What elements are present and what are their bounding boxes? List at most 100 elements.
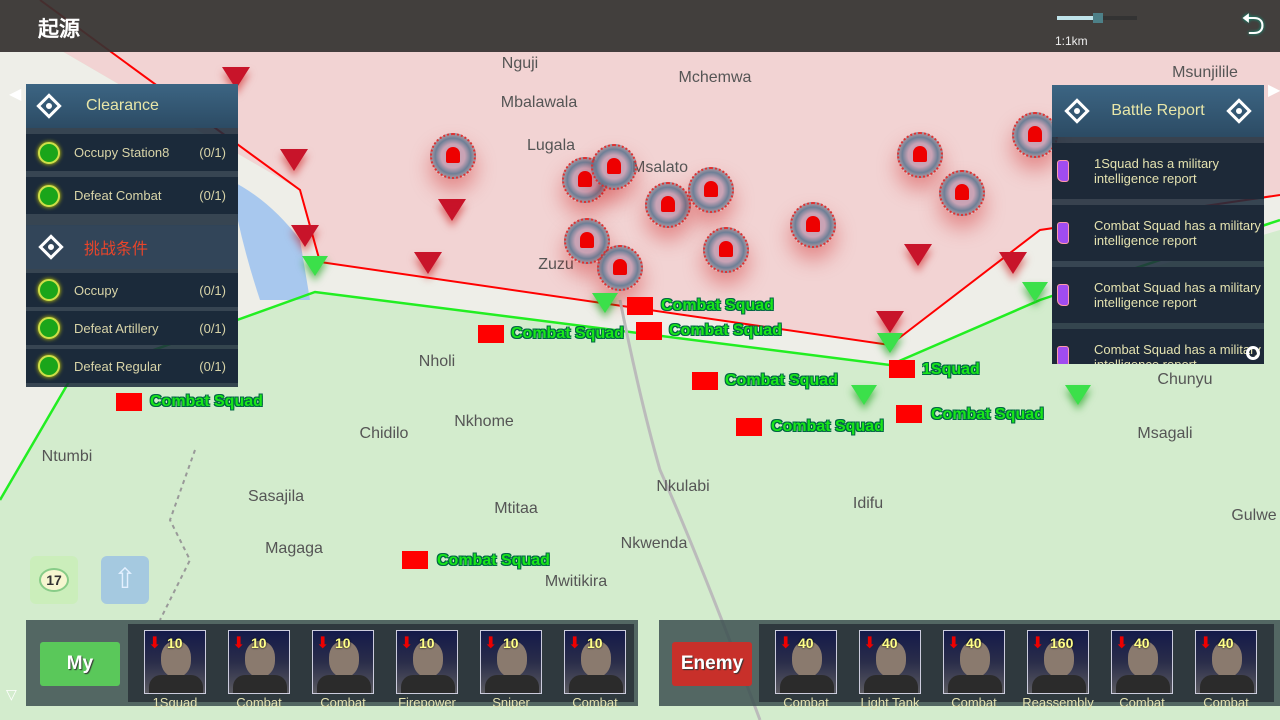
objective-label: Defeat Regular [74, 358, 162, 374]
unit-portrait: ⬇ 10 [312, 630, 374, 694]
enemy-base-icon[interactable] [703, 227, 749, 273]
report-item[interactable]: Combat Squad has a military intelligence… [1052, 205, 1264, 261]
return-arrow-icon[interactable]: ⮌ [1240, 8, 1266, 41]
unit-portrait: ⬇ 40 [943, 630, 1005, 694]
enemy-base-icon[interactable] [790, 202, 836, 248]
zoom-slider[interactable] [1057, 13, 1137, 23]
face-image [1044, 641, 1074, 677]
face-image [792, 641, 822, 677]
objective-count: (0/1) [199, 282, 226, 298]
upgrade-button[interactable]: ⇧ [101, 556, 149, 604]
collapse-left-arrow-icon[interactable]: ◀ [9, 86, 22, 103]
enemy-base-icon[interactable] [1012, 112, 1058, 158]
unit-label[interactable]: Combat Squad [150, 393, 263, 410]
unit-card[interactable]: ⬇ 10 1Squad [144, 630, 206, 710]
face-image [876, 641, 906, 677]
ally-pin-icon[interactable] [851, 385, 877, 405]
unit-card[interactable]: ⬇ 160 Reassembly [1022, 630, 1094, 710]
unit-label[interactable]: Combat Squad [437, 552, 550, 569]
search-icon[interactable] [1246, 346, 1260, 360]
report-text: Combat Squad has a military intelligence… [1094, 280, 1261, 310]
enemy-pin-icon[interactable] [291, 225, 319, 247]
enemy-pin-icon[interactable] [280, 149, 308, 171]
china-flag-icon [889, 360, 915, 378]
unit-card[interactable]: ⬇ 10 Combat [312, 630, 374, 710]
china-flag-icon [736, 418, 762, 436]
ally-pin-icon[interactable] [1022, 282, 1048, 302]
target-icon [36, 93, 62, 119]
unit-label[interactable]: Combat Squad [931, 406, 1044, 423]
ally-pin-icon[interactable] [1065, 385, 1091, 405]
objective-count: (0/1) [199, 358, 226, 374]
unit-label[interactable]: Combat Squad [725, 372, 838, 389]
enemy-pin-icon[interactable] [438, 199, 466, 221]
unit-level: 10 [503, 635, 519, 651]
collapse-right-arrow-icon[interactable]: ▶ [1268, 82, 1280, 99]
chat-button[interactable]: 17 [30, 556, 78, 604]
enemy-base-icon[interactable] [688, 167, 734, 213]
zoom-slider-handle[interactable] [1093, 13, 1103, 23]
enemy-base-icon[interactable] [939, 170, 985, 216]
top-bar: 起源 1:1km ⮌ [0, 0, 1280, 52]
challenge-header[interactable]: 挑战条件 [26, 225, 238, 269]
report-item[interactable]: 1Squad has a military intelligence repor… [1052, 143, 1264, 199]
unit-card[interactable]: ⬇ 40 Light Tank [859, 630, 921, 710]
enemy-base-icon[interactable] [645, 182, 691, 228]
place-label: Mbalawala [500, 94, 578, 111]
unit-name: 1Squad [152, 695, 198, 710]
place-label: Msunjilile [1172, 64, 1238, 81]
ally-pin-icon[interactable] [877, 333, 903, 353]
objective-row: Occupy Station8 (0/1) [26, 134, 238, 171]
unit-label[interactable]: Combat Squad [771, 418, 884, 435]
place-label: Magaga [265, 540, 323, 557]
enemy-team-button[interactable]: Enemy [672, 642, 752, 686]
objective-count: (0/1) [199, 320, 226, 336]
my-team-bar: My ⬇ 10 1Squad ⬇ 10 Combat ⬇ 10 Combat ⬇ 10 Firepow… [26, 620, 638, 710]
unit-card[interactable]: ⬇ 10 Combat [564, 630, 626, 710]
china-flag-icon [478, 325, 504, 343]
enemy-pin-icon[interactable] [222, 67, 250, 89]
unit-card[interactable]: ⬇ 40 Combat [775, 630, 837, 710]
clearance-header[interactable]: Clearance [26, 84, 238, 128]
china-flag-icon [896, 405, 922, 423]
unit-card[interactable]: ⬇ 40 Combat [1195, 630, 1257, 710]
place-label: Gulwe [1231, 507, 1277, 524]
ally-pin-icon[interactable] [592, 293, 618, 313]
enemy-base-icon[interactable] [597, 245, 643, 291]
collapse-down-arrow-icon[interactable]: ▽ [6, 686, 17, 702]
unit-card[interactable]: ⬇ 40 Combat [1111, 630, 1173, 710]
unit-card[interactable]: ⬇ 10 Firepower [396, 630, 458, 710]
enemy-pin-icon[interactable] [876, 311, 904, 333]
unit-level: 10 [419, 635, 435, 651]
unit-label[interactable]: Combat Squad [661, 297, 774, 314]
my-team-button[interactable]: My [40, 642, 120, 686]
unit-portrait: ⬇ 10 [144, 630, 206, 694]
target-icon[interactable] [1226, 98, 1252, 124]
enemy-base-icon[interactable] [591, 144, 637, 190]
unit-name: Combat [951, 695, 997, 710]
unit-card[interactable]: ⬇ 10 Combat [228, 630, 290, 710]
down-arrow-icon: ⬇ [1115, 635, 1129, 652]
enemy-base-icon[interactable] [430, 133, 476, 179]
target-icon[interactable] [1064, 98, 1090, 124]
enemy-base-icon[interactable] [897, 132, 943, 178]
unit-card[interactable]: ⬇ 10 Sniper [480, 630, 542, 710]
unit-card[interactable]: ⬇ 40 Combat [943, 630, 1005, 710]
unit-portrait: ⬇ 40 [1195, 630, 1257, 694]
ally-pin-icon[interactable] [302, 256, 328, 276]
unit-label[interactable]: 1Squad [922, 361, 980, 378]
unit-label[interactable]: Combat Squad [511, 325, 624, 342]
unit-name: Combat [783, 695, 829, 710]
report-tag-icon [1057, 284, 1069, 306]
unit-level: 10 [335, 635, 351, 651]
enemy-pin-icon[interactable] [904, 244, 932, 266]
unit-label[interactable]: Combat Squad [669, 322, 782, 339]
enemy-pin-icon[interactable] [414, 252, 442, 274]
enemy-pin-icon[interactable] [999, 252, 1027, 274]
report-item[interactable]: Combat Squad has a military intelligence… [1052, 267, 1264, 323]
report-item[interactable]: Combat Squad has a military intelligence… [1052, 329, 1264, 364]
unit-name: Reassembly [1022, 695, 1094, 710]
objective-label: Defeat Combat [74, 188, 162, 203]
unit-name: Combat [1203, 695, 1249, 710]
armor-image [149, 675, 203, 693]
